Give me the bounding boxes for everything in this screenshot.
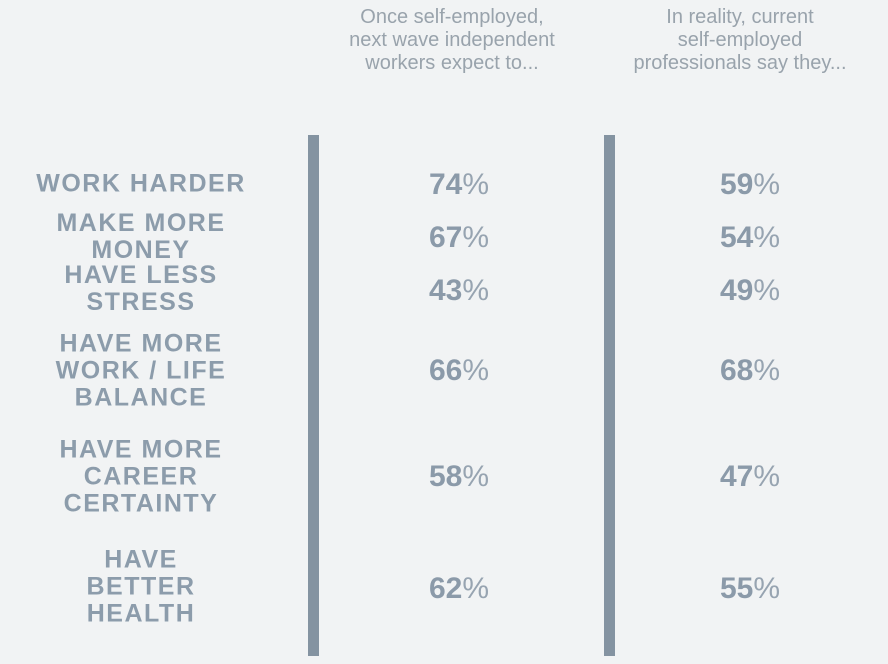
percent-sign: %	[462, 460, 490, 493]
row-label-better-health: HAVE BETTER HEALTH	[86, 545, 196, 628]
divider-bar-right	[604, 135, 615, 656]
percent-sign: %	[753, 168, 781, 201]
percent-sign: %	[462, 572, 490, 605]
column-header-expectations: Once self-employed, next wave independen…	[349, 6, 555, 74]
percent-sign: %	[753, 572, 781, 605]
value-expect-work-harder: 74%	[429, 170, 489, 200]
percent-sign: %	[753, 354, 781, 387]
value-reality-better-health: 55%	[720, 574, 780, 604]
value-number: 47	[719, 460, 754, 493]
percent-sign: %	[462, 221, 490, 254]
value-expect-make-more-money: 67%	[429, 223, 489, 253]
value-expect-career-certainty: 58%	[429, 462, 489, 492]
value-number: 74	[428, 168, 463, 201]
percent-sign: %	[753, 460, 781, 493]
value-reality-work-harder: 59%	[720, 170, 780, 200]
value-reality-make-more-money: 54%	[720, 223, 780, 253]
value-number: 54	[719, 221, 754, 254]
row-label-make-more-money: MAKE MORE MONEY	[56, 209, 226, 264]
value-number: 67	[428, 221, 463, 254]
value-reality-have-less-stress: 49%	[720, 276, 780, 306]
value-number: 62	[428, 572, 463, 605]
percent-sign: %	[753, 274, 781, 307]
value-number: 49	[719, 274, 754, 307]
value-number: 66	[428, 354, 463, 387]
value-reality-work-life-balance: 68%	[720, 356, 780, 386]
percent-sign: %	[753, 221, 781, 254]
value-expect-work-life-balance: 66%	[429, 356, 489, 386]
percent-sign: %	[462, 168, 490, 201]
value-expect-better-health: 62%	[429, 574, 489, 604]
row-label-work-life-balance: HAVE MORE WORK / LIFE BALANCE	[55, 329, 227, 412]
value-number: 55	[719, 572, 754, 605]
percent-sign: %	[462, 354, 490, 387]
value-number: 58	[428, 460, 463, 493]
value-number: 43	[428, 274, 463, 307]
value-reality-career-certainty: 47%	[720, 462, 780, 492]
value-number: 68	[719, 354, 754, 387]
percent-sign: %	[462, 274, 490, 307]
row-label-have-less-stress: HAVE LESS STRESS	[64, 261, 218, 316]
value-number: 59	[719, 168, 754, 201]
row-label-career-certainty: HAVE MORE CAREER CERTAINTY	[59, 435, 223, 518]
column-header-reality: In reality, current self-employed profes…	[633, 6, 847, 74]
row-label-work-harder: WORK HARDER	[36, 169, 246, 198]
divider-bar-left	[308, 135, 319, 656]
value-expect-have-less-stress: 43%	[429, 276, 489, 306]
